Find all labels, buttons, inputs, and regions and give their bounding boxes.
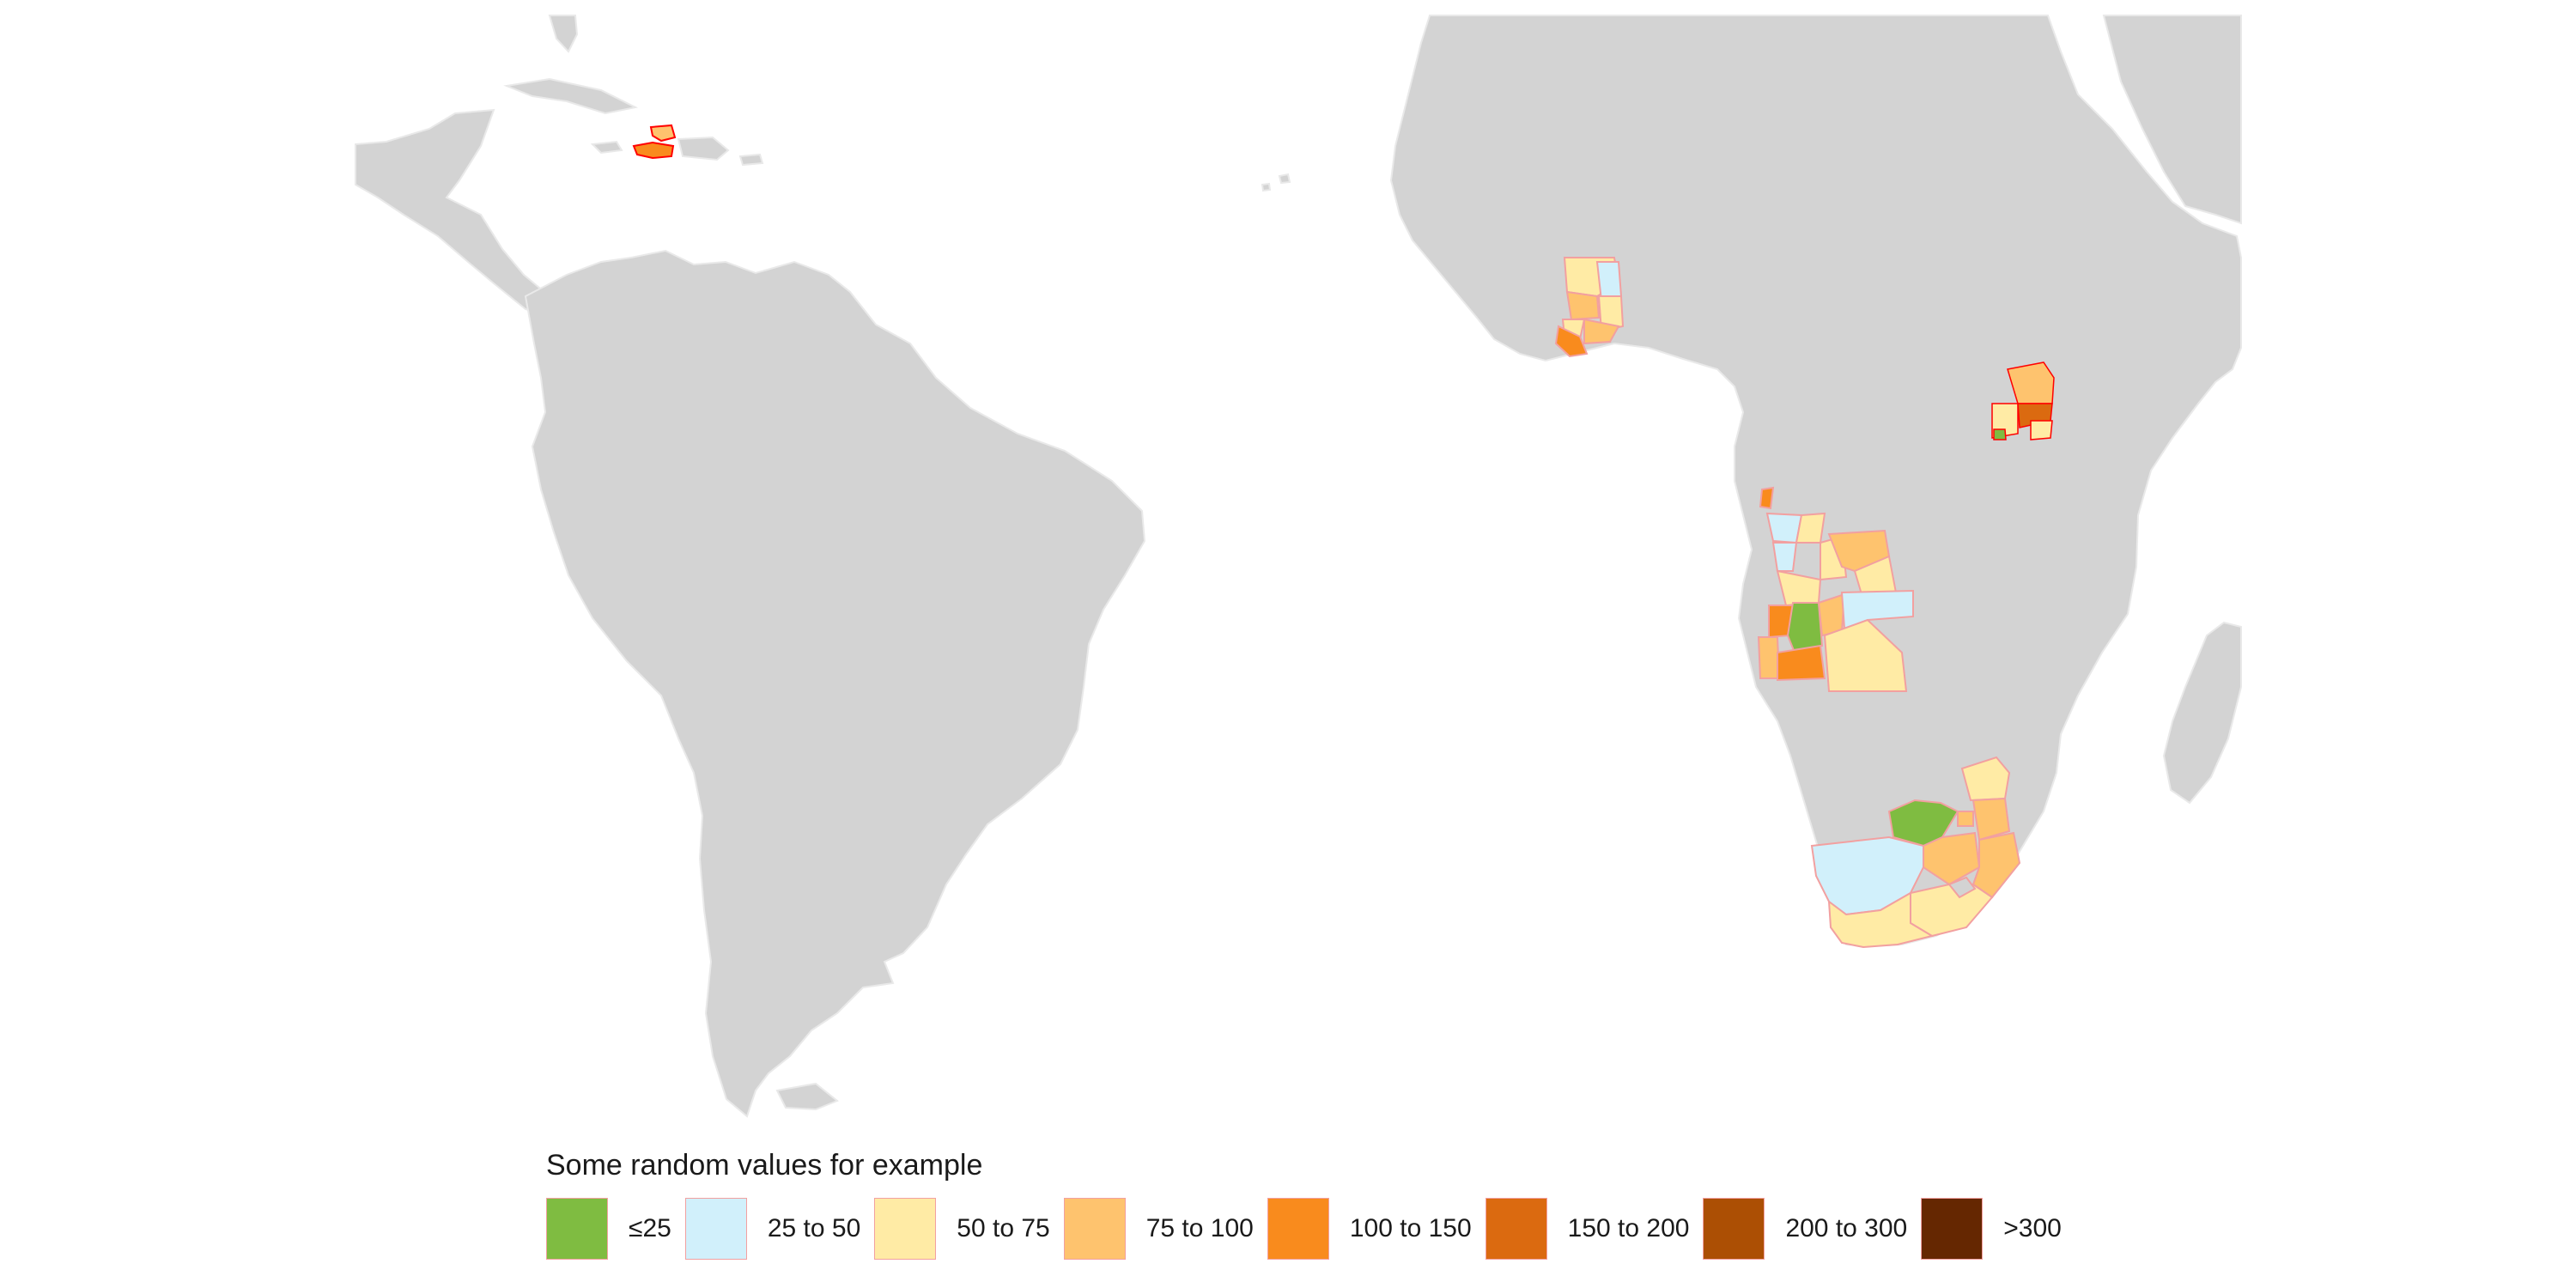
region-sa-gauteng xyxy=(1957,811,1974,827)
haiti-regions xyxy=(632,124,677,160)
region-ghana-northeast xyxy=(1595,261,1623,302)
uganda-regions xyxy=(1991,361,2055,440)
region-sa-limpopo xyxy=(1960,756,2011,802)
region-angola-huila xyxy=(1777,644,1826,682)
land-cuba xyxy=(503,77,639,115)
land-island-1 xyxy=(1278,173,1291,185)
legend-label: 150 to 200 xyxy=(1567,1214,1690,1242)
legend-swatch xyxy=(1921,1198,1984,1260)
land-south-america xyxy=(524,249,1146,1118)
region-angola-cuando-cubango xyxy=(1823,618,1908,692)
region-sa-mpumalanga xyxy=(1971,797,2011,841)
legend: Some random values for example ≤25 25 to… xyxy=(546,1149,2092,1278)
region-haiti-north xyxy=(649,124,677,143)
region-uganda-east xyxy=(2030,420,2053,440)
region-angola-huambo xyxy=(1786,602,1824,654)
legend-label: 75 to 100 xyxy=(1145,1214,1254,1242)
land-arabia xyxy=(2102,15,2242,225)
legend-item-50-to-75: 50 to 75 xyxy=(874,1198,1050,1260)
legend-item-gt300: >300 xyxy=(1921,1198,2062,1260)
region-angola-namibe xyxy=(1757,636,1781,679)
land-tierra-del-fuego xyxy=(775,1082,839,1111)
land-island-2 xyxy=(1261,182,1272,192)
land-lesotho xyxy=(1947,876,1977,899)
legend-swatch xyxy=(546,1198,608,1260)
region-sa-western-cape xyxy=(1827,891,1935,949)
ghana-regions xyxy=(1554,257,1625,358)
legend-label: 25 to 50 xyxy=(767,1214,861,1242)
legend-label: 100 to 150 xyxy=(1349,1214,1472,1242)
land-dominican-republic xyxy=(677,136,730,161)
legend-item-100-to-150: 100 to 150 xyxy=(1267,1198,1472,1260)
region-ghana-south xyxy=(1583,318,1620,345)
legend-items: ≤25 25 to 50 50 to 75 75 to 100 100 to 1… xyxy=(546,1198,2092,1260)
legend-item-200-to-300: 200 to 300 xyxy=(1703,1198,1907,1260)
base-land xyxy=(355,15,2242,1118)
land-central-america xyxy=(355,108,568,319)
angola-regions xyxy=(1757,486,1914,692)
legend-label: 200 to 300 xyxy=(1785,1214,1908,1242)
legend-label: 50 to 75 xyxy=(957,1214,1050,1242)
legend-swatch xyxy=(1703,1198,1765,1260)
region-uganda-south xyxy=(1993,428,2007,440)
land-puerto-rico xyxy=(738,153,764,167)
region-angola-cabinda xyxy=(1759,486,1775,510)
legend-swatch xyxy=(1485,1198,1547,1260)
legend-swatch xyxy=(684,1198,747,1260)
legend-item-75-to-100: 75 to 100 xyxy=(1063,1198,1254,1260)
region-uganda-north xyxy=(2007,361,2055,404)
legend-title: Some random values for example xyxy=(546,1149,983,1182)
region-angola-moxico xyxy=(1840,589,1914,630)
legend-item-25-to-50: 25 to 50 xyxy=(684,1198,861,1260)
region-ghana-center xyxy=(1565,290,1601,321)
land-florida xyxy=(548,15,579,53)
legend-swatch xyxy=(1267,1198,1329,1260)
legend-label: ≤25 xyxy=(629,1214,671,1242)
region-angola-bengo xyxy=(1771,542,1798,572)
legend-item-150-to-200: 150 to 200 xyxy=(1485,1198,1690,1260)
region-haiti-south xyxy=(632,141,675,160)
region-ghana-east xyxy=(1597,295,1625,332)
legend-label: >300 xyxy=(2003,1214,2062,1242)
region-ghana-coast xyxy=(1554,325,1589,358)
land-jamaica xyxy=(590,140,623,155)
region-angola-uige xyxy=(1795,512,1826,544)
legend-swatch xyxy=(874,1198,937,1260)
land-madagascar xyxy=(2162,621,2242,805)
legend-swatch xyxy=(1063,1198,1126,1260)
legend-item-le25: ≤25 xyxy=(546,1198,671,1260)
region-sa-north-west xyxy=(1887,799,1959,848)
south-africa-regions xyxy=(1810,756,2021,949)
